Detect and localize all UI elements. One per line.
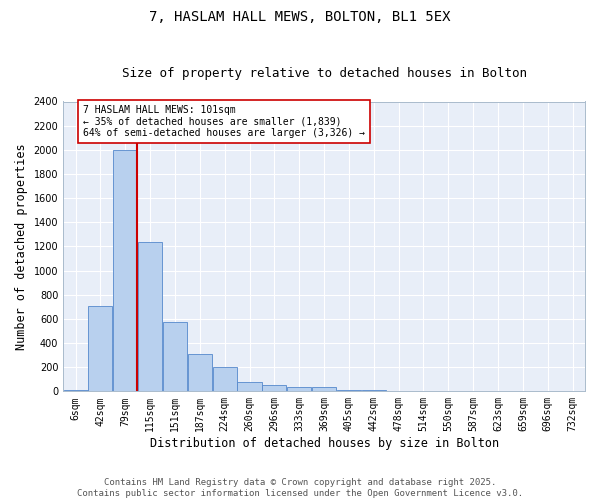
Bar [64, 390, 88, 392]
Bar [188, 354, 212, 392]
Y-axis label: Number of detached properties: Number of detached properties [15, 143, 28, 350]
Bar [362, 390, 386, 392]
Text: Contains HM Land Registry data © Crown copyright and database right 2025.
Contai: Contains HM Land Registry data © Crown c… [77, 478, 523, 498]
Bar [138, 242, 162, 392]
X-axis label: Distribution of detached houses by size in Bolton: Distribution of detached houses by size … [149, 437, 499, 450]
Title: Size of property relative to detached houses in Bolton: Size of property relative to detached ho… [122, 66, 527, 80]
Bar [312, 387, 336, 392]
Bar [163, 322, 187, 392]
Text: 7 HASLAM HALL MEWS: 101sqm
← 35% of detached houses are smaller (1,839)
64% of s: 7 HASLAM HALL MEWS: 101sqm ← 35% of deta… [83, 105, 365, 138]
Bar [113, 150, 137, 392]
Bar [287, 386, 311, 392]
Text: 7, HASLAM HALL MEWS, BOLTON, BL1 5EX: 7, HASLAM HALL MEWS, BOLTON, BL1 5EX [149, 10, 451, 24]
Bar [386, 390, 410, 392]
Bar [262, 384, 286, 392]
Bar [212, 367, 237, 392]
Bar [238, 382, 262, 392]
Bar [88, 306, 112, 392]
Bar [337, 390, 361, 392]
